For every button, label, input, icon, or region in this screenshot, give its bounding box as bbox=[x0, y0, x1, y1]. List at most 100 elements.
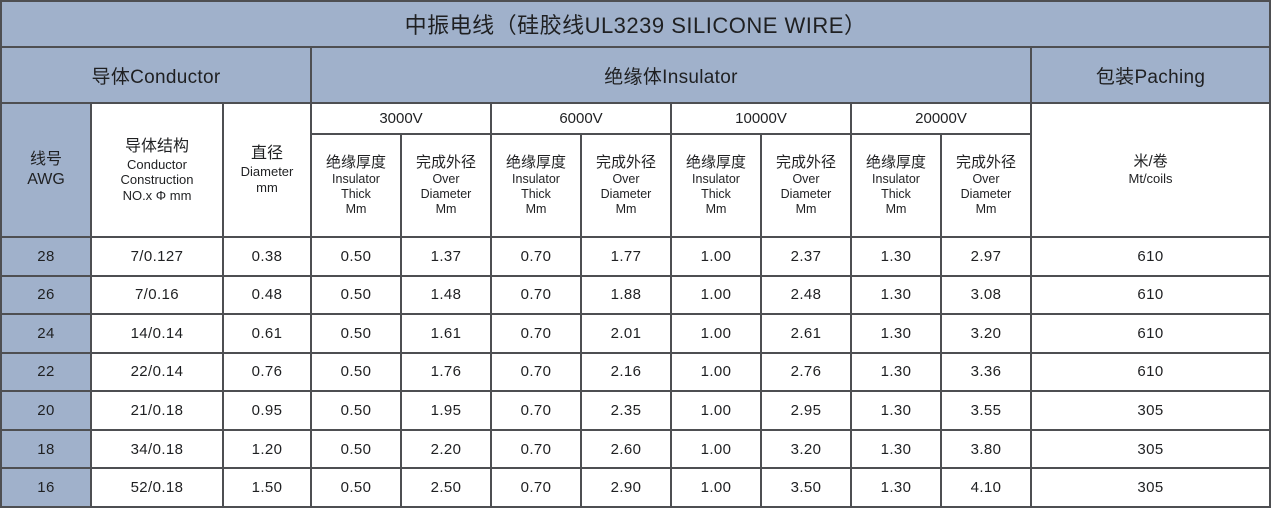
awg-cell: 26 bbox=[0, 274, 92, 316]
col-header-diameter-en2: mm bbox=[256, 180, 278, 195]
data-cell: 1.20 bbox=[222, 428, 312, 470]
thick-zh: 绝缘厚度 bbox=[685, 154, 746, 172]
awg-cell: 16 bbox=[0, 467, 92, 508]
data-cell: 1.50 bbox=[222, 467, 312, 508]
data-cell: 610 bbox=[1029, 274, 1271, 316]
data-cell: 610 bbox=[1029, 351, 1271, 393]
col-header-thick-10000v: 绝缘厚度 Insulator Thick Mm bbox=[670, 133, 762, 238]
over-en2: Diameter bbox=[780, 187, 832, 202]
col-header-coils-zh: 米/卷 bbox=[1133, 153, 1168, 171]
data-cell: 2.48 bbox=[760, 274, 852, 316]
sub-header-row: 绝缘厚度 Insulator Thick Mm 完成外径 Over Diamet… bbox=[1, 133, 1270, 238]
data-cell: 1.30 bbox=[850, 467, 942, 508]
over-en1: Over bbox=[972, 172, 1000, 187]
data-cell: 0.76 bbox=[222, 351, 312, 393]
thick-en3: Mm bbox=[525, 201, 547, 216]
data-cell: 21/0.18 bbox=[90, 390, 224, 431]
data-cell: 1.00 bbox=[670, 428, 762, 470]
data-cell: 34/0.18 bbox=[90, 428, 224, 470]
data-cell: 3.80 bbox=[940, 428, 1032, 470]
voltage-header-10000v: 10000V bbox=[670, 102, 852, 135]
table-row: 24 14/0.14 0.61 0.50 1.61 0.70 2.01 1.00 2.61 1.3… bbox=[0, 313, 1271, 354]
table-row: 20 21/0.18 0.95 0.50 1.95 0.70 2.35 1.00 2.95 1.3… bbox=[0, 390, 1271, 431]
thick-en1: Insulator bbox=[692, 172, 740, 187]
table-row: 26 7/0.16 0.48 0.50 1.48 0.70 1.88 1.00 2.48 1.30… bbox=[0, 274, 1271, 316]
data-cell: 0.50 bbox=[310, 313, 402, 354]
data-cell: 1.30 bbox=[850, 390, 942, 431]
over-zh: 完成外径 bbox=[955, 154, 1016, 172]
data-cell: 1.00 bbox=[670, 390, 762, 431]
data-cell: 52/0.18 bbox=[90, 467, 224, 508]
col-header-awg-zh: 线号 bbox=[29, 151, 62, 168]
col-header-over-20000v: 完成外径 Over Diameter Mm bbox=[940, 133, 1032, 238]
data-cell: 1.00 bbox=[670, 274, 762, 316]
data-cell: 14/0.14 bbox=[90, 313, 224, 354]
table-row: 16 52/0.18 1.50 0.50 2.50 0.70 2.90 1.00 3.50 1.3… bbox=[0, 467, 1271, 508]
group-header-conductor: 导体Conductor bbox=[0, 46, 312, 104]
col-header-coils-en: Mt/coils bbox=[1128, 171, 1173, 187]
data-cell: 1.37 bbox=[400, 236, 492, 277]
awg-cell: 20 bbox=[0, 390, 92, 431]
over-en3: Mm bbox=[615, 201, 637, 216]
data-cell: 4.10 bbox=[940, 467, 1032, 508]
thick-en1: Insulator bbox=[332, 172, 380, 187]
data-cell: 2.16 bbox=[580, 351, 672, 393]
data-cell: 2.97 bbox=[940, 236, 1032, 277]
title-row: 中振电线（硅胶线UL3239 SILICONE WIRE） bbox=[0, 0, 1271, 48]
data-cell: 3.20 bbox=[940, 313, 1032, 354]
over-zh: 完成外径 bbox=[775, 154, 836, 172]
data-cell: 1.30 bbox=[850, 428, 942, 470]
col-header-thick-20000v: 绝缘厚度 Insulator Thick Mm bbox=[850, 133, 942, 238]
thick-en2: Thick bbox=[521, 187, 551, 202]
data-cell: 0.70 bbox=[490, 313, 582, 354]
data-cell: 1.00 bbox=[670, 467, 762, 508]
thick-en1: Insulator bbox=[872, 172, 920, 187]
data-cell: 0.70 bbox=[490, 390, 582, 431]
awg-cell: 28 bbox=[0, 236, 92, 277]
data-cell: 2.95 bbox=[760, 390, 852, 431]
data-cell: 610 bbox=[1029, 313, 1271, 354]
thick-zh: 绝缘厚度 bbox=[505, 154, 566, 172]
data-cell: 0.50 bbox=[310, 351, 402, 393]
data-cell: 2.76 bbox=[760, 351, 852, 393]
data-cell: 1.30 bbox=[850, 236, 942, 277]
col-header-diameter: 直径 Diameter mm bbox=[222, 102, 312, 238]
data-cell: 0.70 bbox=[490, 236, 582, 277]
data-cell: 610 bbox=[1029, 236, 1271, 277]
thick-en1: Insulator bbox=[512, 172, 560, 187]
data-cell: 0.48 bbox=[222, 274, 312, 316]
awg-cell: 18 bbox=[0, 428, 92, 470]
col-header-thick-6000v: 绝缘厚度 Insulator Thick Mm bbox=[490, 133, 582, 238]
table-row: 28 7/0.127 0.38 0.50 1.37 0.70 1.77 1.00 2.37 1.3… bbox=[0, 236, 1271, 277]
data-cell: 1.61 bbox=[400, 313, 492, 354]
col-header-over-10000v: 完成外径 Over Diameter Mm bbox=[760, 133, 852, 238]
data-cell: 1.00 bbox=[670, 313, 762, 354]
table-row: 18 34/0.18 1.20 0.50 2.20 0.70 2.60 1.00 3.20 1.3… bbox=[0, 428, 1271, 470]
col-header-awg-en: AWG bbox=[27, 171, 65, 188]
over-en2: Diameter bbox=[420, 187, 472, 202]
over-en1: Over bbox=[792, 172, 820, 187]
data-cell: 0.50 bbox=[310, 390, 402, 431]
data-cell: 1.88 bbox=[580, 274, 672, 316]
data-cell: 1.00 bbox=[670, 351, 762, 393]
table-title: 中振电线（硅胶线UL3239 SILICONE WIRE） bbox=[0, 0, 1271, 48]
over-en3: Mm bbox=[795, 201, 817, 216]
data-cell: 2.50 bbox=[400, 467, 492, 508]
awg-cell: 24 bbox=[0, 313, 92, 354]
group-header-row: 导体Conductor 绝缘体Insulator 包装Paching bbox=[0, 46, 1271, 104]
voltage-header-row: 线号 AWG 导体结构 Conductor Construction NO.x … bbox=[0, 102, 1271, 238]
table-row: 22 22/0.14 0.76 0.50 1.76 0.70 2.16 1.00 2.76 1.3… bbox=[0, 351, 1271, 393]
col-header-over-6000v: 完成外径 Over Diameter Mm bbox=[580, 133, 672, 238]
over-zh: 完成外径 bbox=[595, 154, 656, 172]
data-cell: 1.95 bbox=[400, 390, 492, 431]
col-header-construction-en2: Construction bbox=[120, 172, 194, 188]
over-en2: Diameter bbox=[600, 187, 652, 202]
data-cell: 2.90 bbox=[580, 467, 672, 508]
col-header-diameter-zh: 直径 bbox=[250, 145, 283, 163]
data-cell: 0.50 bbox=[310, 274, 402, 316]
thick-en3: Mm bbox=[885, 201, 907, 216]
data-cell: 1.30 bbox=[850, 274, 942, 316]
thick-zh: 绝缘厚度 bbox=[325, 154, 386, 172]
over-zh: 完成外径 bbox=[415, 154, 476, 172]
